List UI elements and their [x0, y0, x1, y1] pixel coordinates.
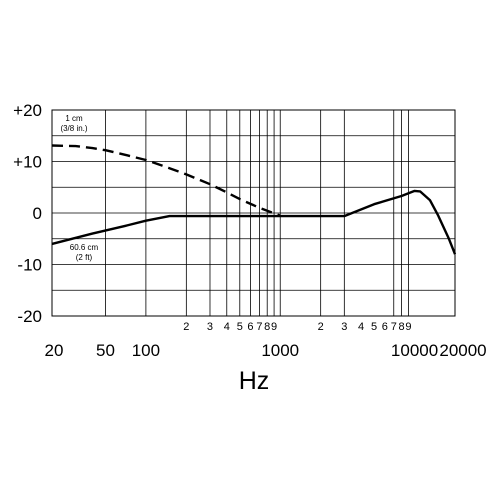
- x-tick-label-minor: 7: [391, 321, 397, 333]
- x-tick-label-minor: 2: [183, 321, 189, 333]
- x-tick-label-main: 100: [132, 341, 160, 360]
- curve-annotation-line: (3/8 in.): [60, 124, 87, 133]
- y-tick-label: +10: [13, 153, 42, 172]
- x-tick-label-minor: 4: [358, 321, 364, 333]
- curve-annotations: 1 cm(3/8 in.) 60.6 cm(2 ft): [60, 114, 98, 262]
- x-tick-label-main: 1000: [261, 341, 299, 360]
- x-tick-label-minor: 4: [224, 321, 230, 333]
- x-tick-label-main: 10000: [391, 341, 438, 360]
- x-tick-label-minor: 5: [237, 321, 243, 333]
- curve-annotation-line: (2 ft): [76, 253, 93, 262]
- y-tick-label: -10: [17, 256, 42, 275]
- series-line-solid: [51, 189, 457, 255]
- x-tick-labels-main: 20 50 100 1000 10000 20000: [45, 341, 487, 360]
- curve-annotation-line: 1 cm: [65, 114, 83, 123]
- y-tick-label: -20: [17, 307, 42, 326]
- x-tick-label-minor: 9: [405, 321, 411, 333]
- y-tick-label: 0: [33, 204, 42, 223]
- x-tick-label-minor: 3: [207, 321, 213, 333]
- x-tick-label-main: 20000: [439, 341, 486, 360]
- x-tick-label-minor: 9: [271, 321, 277, 333]
- x-tick-label-minor: 6: [247, 321, 253, 333]
- y-tick-label: +20: [13, 101, 42, 120]
- x-tick-label-minor: 3: [341, 321, 347, 333]
- plot-frame: [51, 109, 456, 317]
- grid-layer: [51, 109, 456, 317]
- x-tick-label-main: 50: [96, 341, 115, 360]
- x-tick-label-minor: 8: [264, 321, 270, 333]
- x-tick-label-minor: 6: [382, 321, 388, 333]
- series-layer: [51, 144, 457, 255]
- x-tick-label-main: 20: [45, 341, 64, 360]
- x-axis-label: Hz: [239, 367, 270, 395]
- x-tick-label-minor: 7: [256, 321, 262, 333]
- y-tick-labels: +20 +10 0 -10 -20: [13, 101, 42, 326]
- curve-annotation-line: 60.6 cm: [70, 243, 99, 252]
- series-line-dashed: [51, 144, 281, 217]
- x-tick-label-minor: 5: [371, 321, 377, 333]
- x-tick-label-minor: 2: [318, 321, 324, 333]
- x-tick-label-minor: 8: [398, 321, 404, 333]
